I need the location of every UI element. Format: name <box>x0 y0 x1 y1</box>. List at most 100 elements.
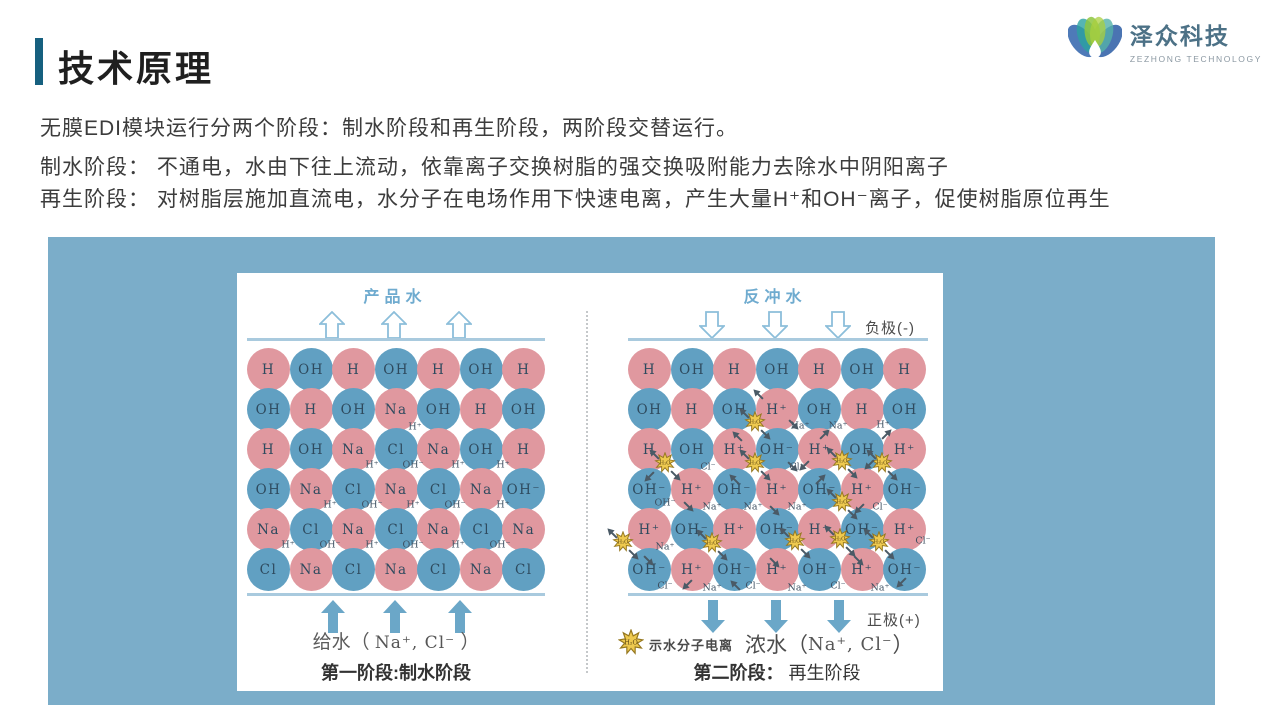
stage-divider <box>586 311 588 673</box>
resin-bead-na: Na <box>374 388 418 431</box>
svg-text:H₂O: H₂O <box>750 461 762 467</box>
ion-label: Cl⁻ <box>745 580 761 592</box>
resin-bead-oh: OH <box>247 468 290 511</box>
ion-migration-arrow <box>863 446 879 462</box>
resin-bead-h: H <box>798 348 842 391</box>
ion-migration-arrow <box>844 465 860 481</box>
resin-bead-oh: OH⁻ <box>798 468 842 511</box>
ion-migration-arrow <box>786 417 802 433</box>
resin-bead-oh: OH <box>332 388 376 431</box>
ion-label: OH⁻ <box>489 539 511 551</box>
water-molecule-star: H₂O <box>871 451 893 478</box>
resin-bead-h: H⁺ <box>628 508 671 551</box>
ion-migration-arrow <box>881 546 897 562</box>
ion-label: Cl⁻ <box>700 461 716 473</box>
ion-migration-arrow <box>823 444 839 460</box>
ion-label: OH⁻ <box>444 499 466 511</box>
ion-migration-arrow <box>821 522 837 538</box>
resin-bead-h: H <box>247 428 290 471</box>
ion-label: Na⁺ <box>790 420 810 432</box>
feed-ions: Na⁺, Cl⁻ <box>374 633 456 653</box>
ion-migration-arrow <box>729 428 745 444</box>
svg-text:H₂O: H₂O <box>660 461 672 467</box>
water-molecule-star: H₂O <box>831 449 853 476</box>
ion-migration-arrow <box>646 446 662 462</box>
ion-migration-arrow <box>736 405 752 421</box>
concentrate-down-arrow <box>764 600 788 638</box>
ion-label: Na⁺ <box>787 582 807 594</box>
resin-bead-cl: Cl <box>374 508 418 551</box>
ion-migration-arrow <box>736 446 752 462</box>
resin-bead-oh: OH <box>502 388 546 431</box>
ion-label: OH⁻ <box>654 497 676 509</box>
ion-migration-arrow <box>757 426 773 442</box>
ion-migration-arrow <box>750 386 766 402</box>
ion-migration-arrow <box>785 459 801 475</box>
resin-bead-cl: Cl <box>332 468 376 511</box>
ion-label: H⁺ <box>496 499 510 511</box>
ion-migration-arrow <box>693 526 709 542</box>
resin-bead-h: H <box>840 388 884 431</box>
ion-label: OH⁻ <box>402 459 424 471</box>
ion-migration-arrow <box>817 426 833 442</box>
ion-label: Cl⁻ <box>872 501 888 513</box>
ion-migration-arrow <box>842 543 858 559</box>
ion-migration-arrow <box>823 485 839 501</box>
ion-label: H⁺ <box>496 459 510 471</box>
resin-bead-h: H <box>502 428 546 471</box>
ion-migration-arrow <box>641 553 657 569</box>
resin-bead-h: H <box>883 348 927 391</box>
resin-bead-h: H <box>247 348 290 391</box>
stage-description: 制水阶段： 不通电，水由下往上流动，依靠离子交换树脂的强交换吸附能力去除水中阴阳… <box>40 152 1111 216</box>
ion-migration-arrow <box>604 525 620 541</box>
resin-bead-oh: OH <box>289 428 333 471</box>
product-water-title: 产品水 <box>363 289 427 306</box>
ion-label: H⁺ <box>365 459 379 471</box>
resin-bead-oh: OH <box>670 348 714 391</box>
resin-bead-cl: Cl <box>247 548 290 591</box>
svg-text:H₂O: H₂O <box>750 420 762 426</box>
ion-migration-arrow <box>767 503 783 519</box>
ion-label: H⁺ <box>281 539 295 551</box>
stage-one-caption: 第一阶段:制水阶段 <box>321 663 471 683</box>
water-molecule-star: H₂O <box>831 490 853 517</box>
resin-bead-h: H <box>628 348 671 391</box>
resin-bead-oh: OH <box>840 348 884 391</box>
water-molecule-star: H₂O <box>784 529 806 556</box>
resin-bead-oh: OH⁻ <box>883 468 927 511</box>
ion-label: Na⁺ <box>787 501 807 513</box>
resin-bead-oh: OH <box>247 388 290 431</box>
ion-migration-arrow <box>844 506 860 522</box>
concentrate-down-arrow <box>827 600 851 638</box>
resin-bead-cl: Cl <box>417 468 461 511</box>
negative-electrode-label: 负极(-) <box>865 320 915 337</box>
resin-bead-na: Na <box>374 468 418 511</box>
ion-migration-arrow <box>893 575 909 591</box>
backwash-down-arrow <box>697 311 727 344</box>
resin-bead-h: H⁺ <box>883 428 927 471</box>
ion-migration-arrow <box>884 467 900 483</box>
resin-bead-oh: OH⁻ <box>713 468 757 511</box>
ion-label: Na⁺ <box>743 501 763 513</box>
title-accent-bar <box>35 38 43 85</box>
ion-migration-arrow <box>879 426 895 442</box>
resin-bead-cl: Cl <box>289 508 333 551</box>
ion-migration-arrow <box>727 577 743 593</box>
resin-bead-h: H⁺ <box>755 548 799 591</box>
regen-stage-line: 再生阶段： 对树脂层施加直流电，水分子在电场作用下快速电离，产生大量H⁺和OH⁻… <box>40 188 1111 211</box>
ion-migration-arrow <box>714 547 730 563</box>
ion-migration-arrow <box>851 553 867 569</box>
resin-bed-top-boundary-left <box>247 338 545 341</box>
ion-label: Na⁺ <box>828 420 848 432</box>
resin-bead-oh: OH <box>374 348 418 391</box>
logo-lotus-icon <box>1067 16 1122 58</box>
backwash-down-arrow <box>823 311 853 344</box>
ion-label: Cl⁻ <box>657 580 673 592</box>
water-molecule-star: H₂O <box>744 451 766 478</box>
ion-label: Na⁺ <box>702 582 722 594</box>
ion-label: H⁺ <box>451 539 465 551</box>
resin-bead-oh: OH <box>670 428 714 471</box>
resin-bead-h: H <box>417 348 461 391</box>
resin-bed-bottom-boundary-left <box>247 593 545 596</box>
resin-bead-na: Na <box>417 508 461 551</box>
